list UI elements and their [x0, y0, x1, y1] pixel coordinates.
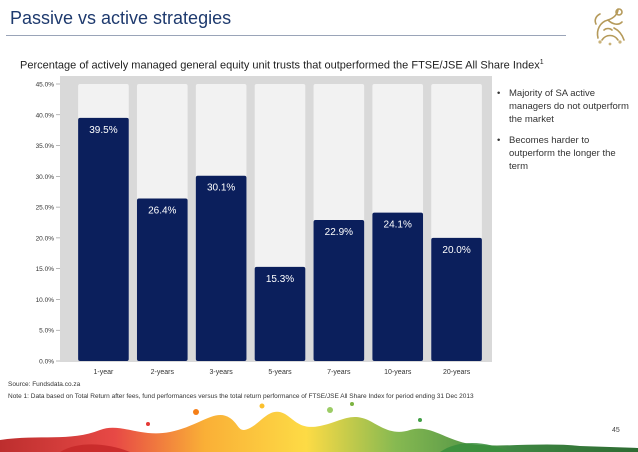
x-tick-label: 7-years [327, 369, 351, 376]
page-number: 45 [612, 427, 620, 434]
y-tick-label: 35.0% [36, 143, 55, 150]
x-tick-label: 10-years [384, 369, 412, 376]
footnote-marker: 1 [539, 59, 544, 66]
key-point: Majority of SA active managers do not ou… [497, 87, 632, 126]
y-tick-label: 20.0% [36, 235, 55, 242]
bar [78, 117, 129, 361]
source-text: Source: Fundsdata.co.za [8, 381, 81, 388]
bar-data-label: 24.1% [384, 220, 412, 231]
y-tick-label: 40.0% [36, 112, 55, 119]
y-tick-label: 15.0% [36, 266, 55, 273]
chart-subtitle-text: Percentage of actively managed general e… [20, 59, 540, 72]
title-divider [6, 35, 566, 36]
paint-splash-decoration [0, 402, 638, 452]
bar-data-label: 15.3% [266, 274, 294, 285]
x-tick-label: 2-years [151, 369, 175, 376]
footnote-text: Note 1: Data based on Total Return after… [8, 393, 474, 400]
bar [372, 212, 424, 361]
bar [195, 175, 247, 361]
y-tick-label: 0.0% [39, 359, 54, 366]
slide-title: Passive vs active strategies [10, 8, 232, 28]
y-tick-label: 10.0% [36, 297, 55, 304]
x-tick-label: 20-years [443, 369, 471, 376]
y-tick-label: 5.0% [39, 328, 54, 335]
bar [136, 198, 188, 361]
x-tick-label: 5-years [268, 369, 292, 376]
bar [313, 220, 365, 361]
y-tick-label: 30.0% [36, 174, 55, 181]
bar-data-label: 22.9% [325, 227, 353, 238]
x-tick-label: 3-years [209, 369, 233, 376]
key-points: Majority of SA active managers do not ou… [497, 87, 632, 181]
chart-subtitle: Percentage of actively managed general e… [20, 59, 544, 72]
bar [431, 237, 482, 361]
key-point: Becomes harder to outperform the longer … [497, 134, 632, 173]
y-tick-label: 45.0% [36, 82, 55, 89]
bar-data-label: 20.0% [442, 245, 470, 256]
bar [254, 266, 306, 361]
bar-data-label: 39.5% [89, 125, 117, 136]
heraldic-lion-crest-icon [594, 8, 625, 46]
bar-data-label: 26.4% [148, 205, 176, 216]
x-tick-label: 1-year [94, 369, 115, 376]
bar-data-label: 30.1% [207, 183, 235, 194]
y-tick-label: 25.0% [36, 205, 55, 212]
